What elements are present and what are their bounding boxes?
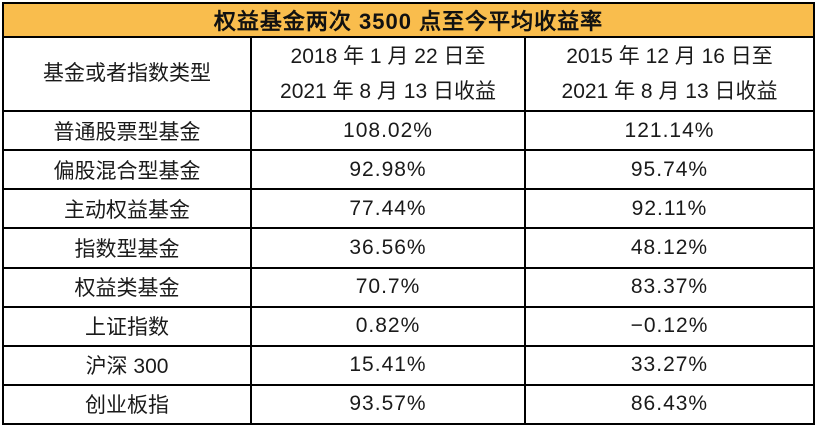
period-2018-line1: 2018 年 1 月 22 日至 [290, 45, 486, 68]
table-row: 普通股票型基金 108.02% 121.14% [2, 109, 815, 152]
table-title: 权益基金两次 3500 点至今平均收益率 [2, 2, 815, 38]
header-row: 基金或者指数类型 2018 年 1 月 22 日至 2021 年 8 月 13 … [2, 36, 815, 112]
row-label: 上证指数 [2, 305, 252, 347]
value-period-2018: 36.56% [250, 227, 526, 269]
table-row: 上证指数 0.82% −0.12% [2, 305, 815, 347]
value-period-2015: 33.27% [524, 344, 815, 386]
value-period-2015: 92.11% [524, 188, 815, 230]
title-row: 权益基金两次 3500 点至今平均收益率 [2, 2, 815, 38]
value-period-2015: −0.12% [524, 305, 815, 347]
column-header-period-2018: 2018 年 1 月 22 日至 2021 年 8 月 13 日收益 [250, 36, 526, 112]
table-row: 创业板指 93.57% 86.43% [2, 383, 815, 426]
value-period-2018: 15.41% [250, 344, 526, 386]
value-period-2018: 0.82% [250, 305, 526, 347]
value-period-2018: 70.7% [250, 266, 526, 308]
period-2015-line2: 2021 年 8 月 13 日收益 [561, 80, 778, 103]
table-row: 偏股混合型基金 92.98% 95.74% [2, 149, 815, 191]
row-label: 权益类基金 [2, 266, 252, 308]
row-label: 普通股票型基金 [2, 109, 252, 152]
value-period-2015: 86.43% [524, 383, 815, 426]
column-header-fund-type: 基金或者指数类型 [2, 36, 252, 112]
value-period-2015: 121.14% [524, 109, 815, 152]
row-label: 主动权益基金 [2, 188, 252, 230]
period-2015-line1: 2015 年 12 月 16 日至 [566, 45, 773, 68]
column-header-period-2015: 2015 年 12 月 16 日至 2021 年 8 月 13 日收益 [524, 36, 815, 112]
value-period-2018: 77.44% [250, 188, 526, 230]
value-period-2018: 92.98% [250, 149, 526, 191]
row-label: 指数型基金 [2, 227, 252, 269]
row-label: 创业板指 [2, 383, 252, 426]
value-period-2018: 93.57% [250, 383, 526, 426]
value-period-2015: 95.74% [524, 149, 815, 191]
table-row: 沪深 300 15.41% 33.27% [2, 344, 815, 386]
table-row: 权益类基金 70.7% 83.37% [2, 266, 815, 308]
value-period-2018: 108.02% [250, 109, 526, 152]
value-period-2015: 83.37% [524, 266, 815, 308]
row-label: 沪深 300 [2, 344, 252, 386]
table-row: 指数型基金 36.56% 48.12% [2, 227, 815, 269]
table-row: 主动权益基金 77.44% 92.11% [2, 188, 815, 230]
period-2018-line2: 2021 年 8 月 13 日收益 [280, 80, 496, 103]
row-label: 偏股混合型基金 [2, 149, 252, 191]
value-period-2015: 48.12% [524, 227, 815, 269]
